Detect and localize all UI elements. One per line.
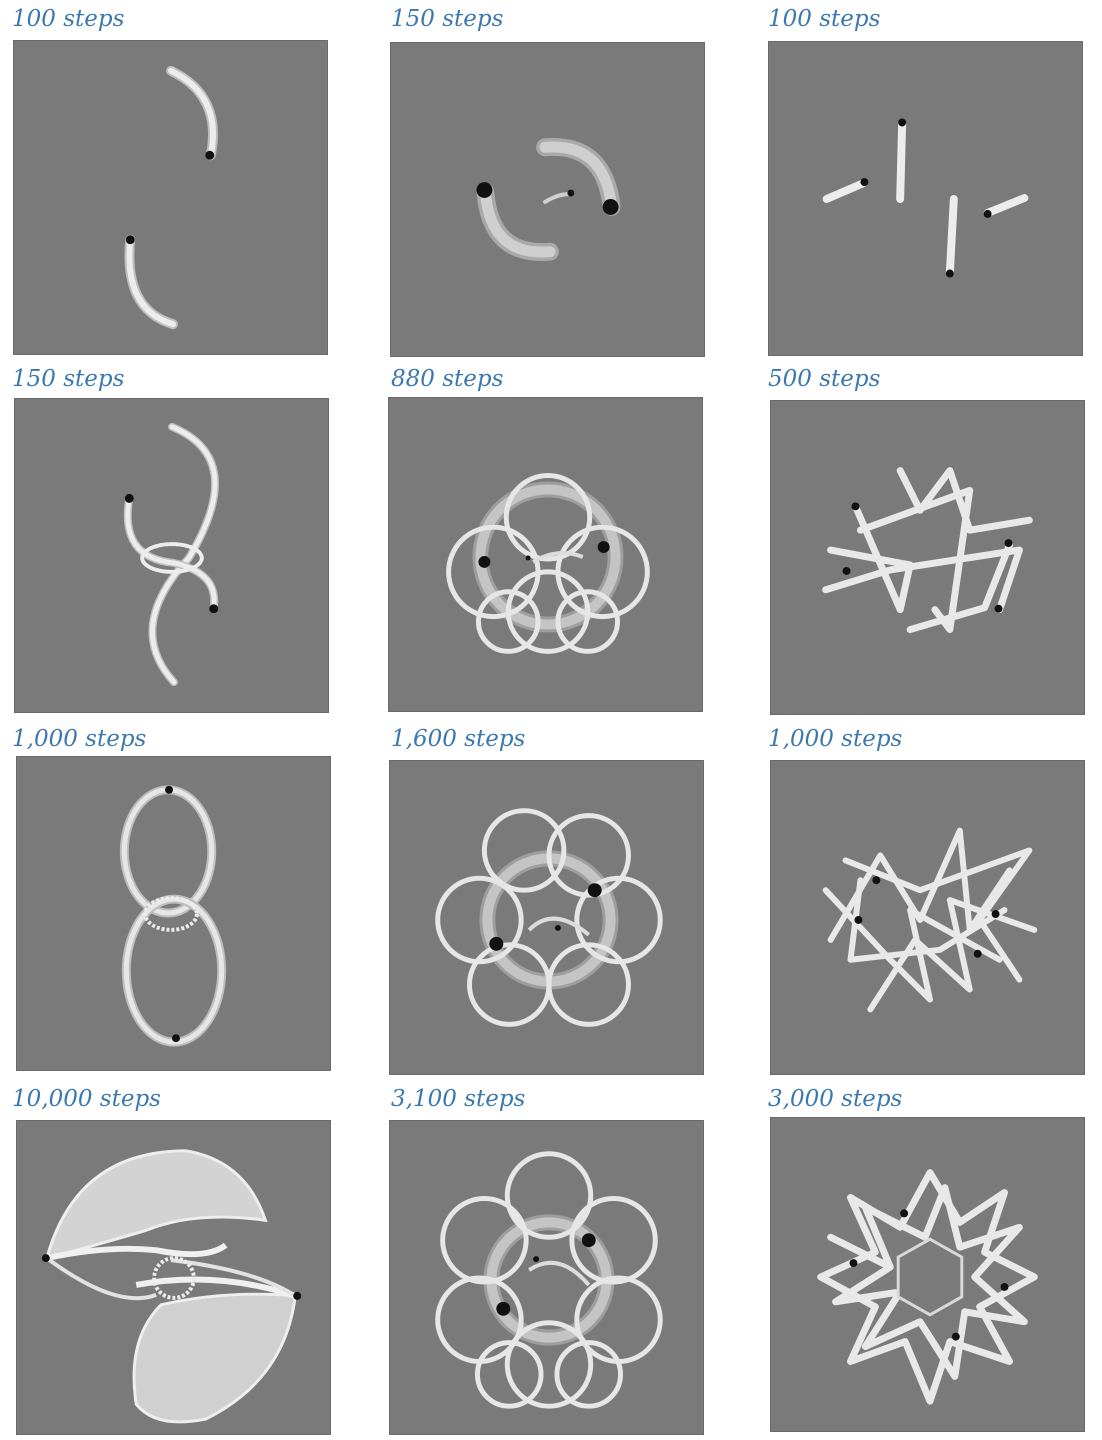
trajectory-figure xyxy=(41,1149,302,1424)
trajectory-figure xyxy=(822,467,1033,634)
step-count-label: 880 steps xyxy=(391,366,504,392)
trajectory-figure xyxy=(124,65,218,330)
step-count-label: 150 steps xyxy=(12,366,125,392)
step-count-label: 1,600 steps xyxy=(391,726,526,752)
trajectory-figure xyxy=(476,138,621,261)
trajectory-figure xyxy=(435,1151,663,1409)
simulation-panel xyxy=(770,760,1085,1075)
step-count-label: 3,000 steps xyxy=(768,1086,903,1112)
step-count-label: 500 steps xyxy=(768,366,881,392)
panel-cell: 3,000 steps xyxy=(760,1080,1100,1440)
trajectory-figure xyxy=(822,118,1029,278)
step-count-label: 1,000 steps xyxy=(12,726,147,752)
panel-cell: 880 steps xyxy=(383,360,723,720)
trajectory-figure xyxy=(435,808,663,1027)
simulation-panel xyxy=(14,398,329,713)
simulation-panel xyxy=(770,1117,1085,1432)
step-count-label: 10,000 steps xyxy=(12,1086,161,1112)
panel-cell: 3,100 steps xyxy=(383,1080,723,1440)
step-count-label: 100 steps xyxy=(12,6,125,32)
step-count-label: 1,000 steps xyxy=(768,726,903,752)
panel-cell: 100 steps xyxy=(760,0,1100,360)
step-count-label: 3,100 steps xyxy=(391,1086,526,1112)
trajectory-figure xyxy=(119,785,227,1047)
panel-cell: 1,000 steps xyxy=(4,720,344,1080)
simulation-panel xyxy=(389,760,704,1075)
panel-cell: 500 steps xyxy=(760,360,1100,720)
simulation-panel xyxy=(16,756,331,1071)
step-count-label: 100 steps xyxy=(768,6,881,32)
trajectory-figure xyxy=(123,422,219,687)
simulation-panel xyxy=(770,400,1085,715)
simulation-panel xyxy=(13,40,328,355)
trajectory-figure xyxy=(822,827,1038,1013)
simulation-panel xyxy=(768,41,1083,356)
panel-cell: 100 steps xyxy=(4,0,344,360)
step-count-label: 150 steps xyxy=(391,6,504,32)
simulation-panel xyxy=(16,1120,331,1435)
trajectory-figure xyxy=(817,1169,1038,1405)
panel-cell: 150 steps xyxy=(4,360,344,720)
panel-cell: 1,600 steps xyxy=(383,720,723,1080)
trajectory-figure xyxy=(446,473,650,654)
panel-cell: 1,000 steps xyxy=(760,720,1100,1080)
simulation-panel xyxy=(389,1120,704,1435)
simulation-panel xyxy=(388,397,703,712)
panel-cell: 150 steps xyxy=(383,0,723,360)
panel-cell: 10,000 steps xyxy=(4,1080,344,1440)
simulation-panel xyxy=(390,42,705,357)
